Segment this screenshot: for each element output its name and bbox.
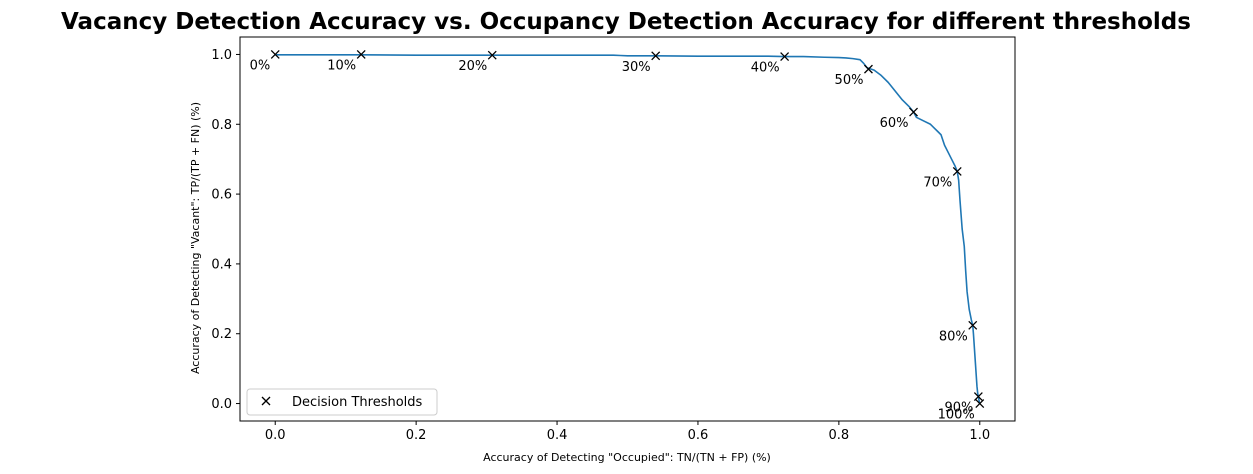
threshold-marker bbox=[487, 50, 497, 60]
y-axis-label: Accuracy of Detecting "Vacant": TP/(TP +… bbox=[189, 102, 202, 374]
x-tick-label: 0.4 bbox=[547, 428, 568, 443]
threshold-label: 10% bbox=[327, 58, 356, 73]
x-axis-label: Accuracy of Detecting "Occupied": TN/(TN… bbox=[483, 451, 771, 464]
threshold-marker-stroke bbox=[487, 50, 497, 60]
x-tick-label: 1.0 bbox=[969, 428, 990, 443]
threshold-marker-stroke bbox=[909, 107, 919, 117]
threshold-label: 20% bbox=[458, 59, 487, 74]
threshold-marker-stroke bbox=[651, 51, 661, 61]
chart-title: Vacancy Detection Accuracy vs. Occupancy… bbox=[61, 9, 1191, 35]
threshold-marker bbox=[975, 399, 985, 409]
threshold-marker-stroke bbox=[780, 52, 790, 62]
legend: Decision Thresholds bbox=[246, 388, 438, 416]
plot-area: 0.0 0.2 0.4 0.6 0.8 1.0 0.0 0.2 0.4 0.6 0.8 1.0 0% 10… bbox=[211, 36, 1016, 443]
threshold-marker bbox=[952, 166, 962, 176]
threshold-marker-stroke bbox=[356, 49, 366, 59]
y-tick-label: 0.4 bbox=[211, 257, 232, 272]
threshold-marker bbox=[909, 107, 919, 117]
x-tick-label: 0.8 bbox=[829, 428, 850, 443]
threshold-label: 0% bbox=[250, 58, 271, 73]
threshold-marker bbox=[270, 49, 280, 59]
x-tick-label: 0.6 bbox=[688, 428, 709, 443]
threshold-label: 40% bbox=[751, 61, 780, 76]
legend-entry-label: Decision Thresholds bbox=[292, 395, 423, 410]
threshold-marker bbox=[968, 320, 978, 330]
y-tick-label: 0.0 bbox=[211, 397, 232, 412]
threshold-label: 100% bbox=[938, 408, 975, 423]
threshold-label: 80% bbox=[939, 329, 968, 344]
y-tick-label: 1.0 bbox=[211, 48, 232, 63]
y-tick-label: 0.6 bbox=[211, 188, 232, 203]
threshold-marker bbox=[356, 49, 366, 59]
threshold-label: 30% bbox=[622, 60, 651, 75]
legend-box bbox=[246, 388, 438, 416]
series-line bbox=[275, 53, 981, 404]
threshold-label: 60% bbox=[880, 116, 909, 131]
threshold-label: 90% bbox=[944, 401, 973, 416]
threshold-marker-stroke bbox=[968, 320, 978, 330]
y-tick-label: 0.2 bbox=[211, 327, 232, 342]
legend-marker-x bbox=[261, 396, 271, 406]
threshold-marker bbox=[780, 52, 790, 62]
threshold-marker-stroke bbox=[973, 392, 983, 402]
plot-frame bbox=[239, 36, 1016, 422]
threshold-label: 50% bbox=[835, 73, 864, 88]
threshold-marker-stroke bbox=[952, 166, 962, 176]
threshold-label: 70% bbox=[923, 175, 952, 190]
threshold-marker bbox=[973, 392, 983, 402]
x-tick-label: 0.0 bbox=[265, 428, 286, 443]
threshold-marker bbox=[863, 64, 873, 74]
threshold-marker-stroke bbox=[863, 64, 873, 74]
threshold-marker-stroke bbox=[975, 399, 985, 409]
threshold-marker bbox=[651, 51, 661, 61]
x-tick-label: 0.2 bbox=[406, 428, 427, 443]
threshold-marker-stroke bbox=[270, 49, 280, 59]
y-tick-label: 0.8 bbox=[211, 118, 232, 133]
